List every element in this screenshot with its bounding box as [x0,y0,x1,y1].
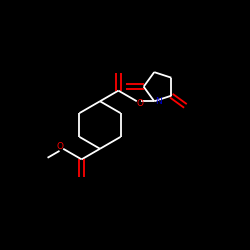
Text: O: O [136,99,143,108]
Text: N: N [155,97,162,106]
Text: O: O [56,142,63,151]
